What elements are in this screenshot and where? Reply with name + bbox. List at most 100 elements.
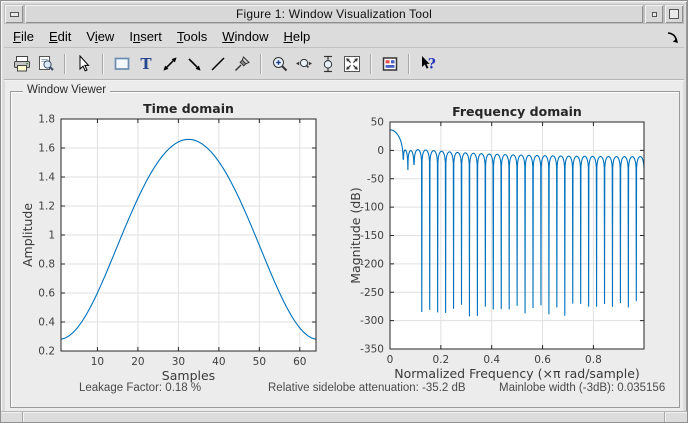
svg-text:-200: -200 bbox=[360, 258, 384, 270]
svg-text:30: 30 bbox=[172, 356, 185, 368]
toolbar-separator bbox=[408, 54, 410, 74]
menu-item-view[interactable]: View bbox=[86, 29, 115, 44]
sidelobe-attenuation-text: Relative sidelobe attenuation: -35.2 dB bbox=[268, 382, 466, 394]
maximize-button[interactable] bbox=[664, 4, 684, 24]
print-preview-icon bbox=[39, 56, 54, 71]
svg-text:60: 60 bbox=[293, 356, 306, 368]
pointer-icon bbox=[79, 55, 90, 72]
svg-text:Normalized Frequency (×π rad/: Normalized Frequency (×π rad/sample) bbox=[394, 366, 640, 381]
legend-button[interactable] bbox=[379, 53, 401, 75]
frame-notch bbox=[22, 412, 24, 422]
print-button[interactable] bbox=[11, 53, 33, 75]
zoom-in-button[interactable] bbox=[269, 53, 291, 75]
toolbar: T? bbox=[4, 49, 684, 80]
legend-icon bbox=[382, 57, 398, 71]
svg-text:-50: -50 bbox=[367, 173, 384, 185]
full-view-icon bbox=[344, 56, 360, 72]
titlebar-segment: Figure 1: Window Visualization Tool bbox=[24, 4, 644, 24]
svg-text:1.2: 1.2 bbox=[38, 201, 55, 213]
rectangle-button[interactable] bbox=[111, 53, 133, 75]
window-resize-frame[interactable] bbox=[1, 411, 687, 422]
zoom-x-button[interactable] bbox=[293, 53, 315, 75]
menu-item-file[interactable]: File bbox=[13, 29, 34, 44]
arrow-button[interactable] bbox=[183, 53, 205, 75]
svg-text:Samples: Samples bbox=[162, 368, 215, 383]
svg-text:10: 10 bbox=[91, 356, 104, 368]
zoom-x-icon bbox=[296, 58, 312, 68]
double-arrow-icon bbox=[163, 57, 177, 71]
text-icon: T bbox=[140, 55, 152, 73]
svg-text:0.4: 0.4 bbox=[38, 317, 55, 329]
print-preview-button[interactable] bbox=[35, 53, 57, 75]
svg-text:Time domain: Time domain bbox=[143, 101, 234, 116]
svg-text:?: ? bbox=[428, 57, 436, 73]
svg-text:50: 50 bbox=[253, 356, 266, 368]
svg-text:0.2: 0.2 bbox=[38, 346, 55, 358]
window-menu-button[interactable] bbox=[4, 4, 24, 24]
svg-text:1.4: 1.4 bbox=[38, 172, 55, 184]
full-view-button[interactable] bbox=[341, 53, 363, 75]
toolbar-separator bbox=[370, 54, 372, 74]
groupbox-label: Window Viewer bbox=[23, 84, 111, 96]
svg-text:Amplitude: Amplitude bbox=[20, 203, 35, 267]
menubar: File Edit View Insert Tools Window Help bbox=[4, 26, 684, 48]
toolbar-separator bbox=[64, 54, 66, 74]
menu-item-insert[interactable]: Insert bbox=[129, 29, 162, 44]
maximize-icon bbox=[669, 9, 679, 19]
svg-text:Magnitude (dB): Magnitude (dB) bbox=[348, 187, 363, 283]
figure-canvas: Window Viewer 10 20 30 40 50 60 0.2 0.4 0.6 0.8 1 1… bbox=[5, 81, 683, 411]
line-button[interactable] bbox=[207, 53, 229, 75]
pointer-button[interactable] bbox=[73, 53, 95, 75]
svg-text:1.6: 1.6 bbox=[38, 143, 55, 155]
svg-text:0.8: 0.8 bbox=[585, 354, 602, 366]
zoom-y-button[interactable] bbox=[317, 53, 339, 75]
svg-text:-100: -100 bbox=[360, 202, 384, 214]
svg-text:0.4: 0.4 bbox=[483, 354, 500, 366]
menu-item-edit[interactable]: Edit bbox=[48, 29, 72, 44]
whats-this-button[interactable]: ? bbox=[417, 53, 439, 75]
svg-text:20: 20 bbox=[131, 356, 144, 368]
rectangle-icon bbox=[114, 57, 130, 70]
window-viewer-groupbox: Window Viewer bbox=[10, 84, 680, 408]
svg-text:1.8: 1.8 bbox=[38, 114, 55, 126]
toolbar-separator bbox=[260, 54, 262, 74]
minimize-button[interactable] bbox=[644, 4, 664, 24]
mainlobe-width-text: Mainlobe width (-3dB): 0.035156 bbox=[499, 382, 666, 394]
svg-text:0.8: 0.8 bbox=[38, 259, 55, 271]
svg-text:50: 50 bbox=[371, 117, 384, 129]
svg-text:1: 1 bbox=[48, 230, 55, 242]
svg-text:0: 0 bbox=[387, 354, 394, 366]
svg-text:0.6: 0.6 bbox=[534, 354, 551, 366]
print-icon bbox=[14, 56, 30, 72]
zoom-y-icon bbox=[323, 55, 333, 73]
dock-figure-icon[interactable] bbox=[666, 31, 680, 45]
toolbar-separator bbox=[102, 54, 104, 74]
svg-text:0.6: 0.6 bbox=[38, 288, 55, 300]
whats-this-icon: ? bbox=[422, 56, 436, 73]
minimize-icon bbox=[651, 11, 657, 17]
menu-item-window[interactable]: Window bbox=[222, 29, 269, 44]
frame-notch bbox=[664, 412, 666, 422]
pin-icon bbox=[235, 56, 250, 71]
time-domain-plot: 10 20 30 40 50 60 0.2 0.4 0.6 0.8 1 1.2 1.4 1.6 1.8 Tim… bbox=[20, 101, 317, 383]
pin-button[interactable] bbox=[231, 53, 253, 75]
svg-text:-300: -300 bbox=[360, 315, 384, 327]
double-arrow-button[interactable] bbox=[159, 53, 181, 75]
menu-item-help[interactable]: Help bbox=[283, 29, 311, 44]
svg-text:0: 0 bbox=[377, 145, 384, 157]
svg-text:Frequency domain: Frequency domain bbox=[452, 104, 582, 119]
text-button[interactable]: T bbox=[135, 53, 157, 75]
arrow-icon bbox=[188, 58, 201, 71]
line-icon bbox=[211, 57, 225, 71]
svg-text:T: T bbox=[140, 55, 152, 73]
svg-text:0.2: 0.2 bbox=[432, 354, 449, 366]
titlebar: Figure 1: Window Visualization Tool bbox=[4, 4, 684, 24]
zoom-in-icon bbox=[273, 57, 288, 72]
frequency-domain-plot: 0 0.2 0.4 0.6 0.8 50 0 -50 -100 -150 -200 -250 -300 -… bbox=[348, 104, 645, 381]
svg-text:-350: -350 bbox=[360, 344, 384, 356]
svg-text:-250: -250 bbox=[360, 287, 384, 299]
svg-text:-150: -150 bbox=[360, 230, 384, 242]
menu-item-tools[interactable]: Tools bbox=[176, 29, 208, 44]
window-title: Figure 1: Window Visualization Tool bbox=[236, 7, 432, 21]
